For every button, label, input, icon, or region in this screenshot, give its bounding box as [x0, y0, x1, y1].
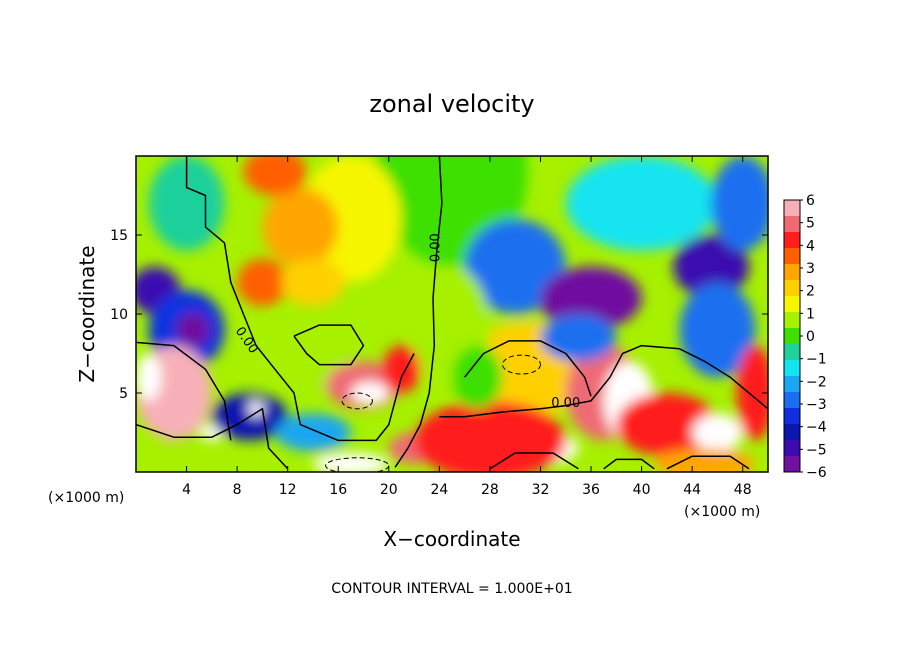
colorbar-swatch: [784, 280, 800, 297]
contour-line: [136, 408, 289, 470]
x-tick-label: 16: [329, 482, 347, 498]
field-cell: [176, 312, 210, 348]
contour-line: [666, 455, 750, 470]
colorbar-tick-label: −1: [806, 352, 827, 368]
colorbar-tick-label: −5: [806, 442, 827, 458]
contour-line-negative: [502, 354, 541, 375]
colorbar-tick-label: −3: [806, 397, 827, 413]
contour-line: [185, 156, 415, 442]
y-tick-label: 5: [119, 386, 128, 402]
colorbar-swatch: [784, 232, 800, 249]
colorbar-swatch: [784, 360, 800, 377]
x-tick-label: 40: [633, 482, 651, 498]
x-unit-label-left: (×1000 m): [48, 490, 124, 506]
field-cell: [654, 448, 756, 472]
chart-title: zonal velocity: [369, 90, 534, 118]
field-cell: [262, 187, 339, 267]
contour-line: [489, 452, 579, 470]
x-axis-title: X−coordinate: [383, 527, 520, 551]
x-unit-label-right: (×1000 m): [684, 504, 760, 520]
contour-label: 0.00: [428, 233, 443, 262]
x-tick-label: 44: [683, 482, 701, 498]
y-tick-label: 10: [110, 307, 128, 323]
colorbar-tick-label: 1: [806, 306, 815, 322]
colorbar-tick-label: −4: [806, 420, 827, 436]
x-tick-label: 36: [582, 482, 600, 498]
colorbar: 6 5 4 3 2 1 0 −1 −2 −3 −4 −5 −6: [783, 193, 827, 481]
colorbar-swatch: [784, 200, 800, 217]
colorbar-swatch: [784, 328, 800, 345]
x-tick-label: 24: [430, 482, 448, 498]
colorbar-swatch: [784, 312, 800, 329]
colorbar-swatch: [784, 264, 800, 281]
field-cell: [679, 282, 756, 378]
x-tick-label: 8: [233, 482, 242, 498]
x-tick-label: 28: [481, 482, 499, 498]
contour-line: [464, 340, 592, 397]
colorbar-tick-label: 4: [806, 238, 815, 254]
colorbar-swatch: [784, 424, 800, 441]
field-cell: [452, 345, 503, 409]
field-cell: [540, 314, 617, 362]
contour-line: [136, 341, 232, 441]
field-cell: [414, 400, 566, 472]
field-cell: [312, 453, 389, 472]
colorbar-tick-label: 2: [806, 284, 815, 300]
colorbar-tick-label: −2: [806, 374, 827, 390]
contour-line: [603, 458, 655, 470]
field-cell: [464, 219, 566, 314]
field-cell: [237, 258, 288, 307]
field-cell: [711, 156, 768, 251]
colorbar-swatch: [784, 392, 800, 409]
field-cell: [275, 413, 351, 452]
x-tick-label: 32: [532, 482, 550, 498]
contour-line: [394, 156, 443, 468]
contour-lines: [136, 156, 768, 472]
field-cell: [281, 258, 345, 307]
field-cell: [382, 345, 421, 393]
colorbar-swatch: [784, 408, 800, 425]
colorbar-swatch: [784, 216, 800, 233]
y-axis-ticks: 5 10 15: [110, 228, 768, 402]
colorbar-swatch: [784, 344, 800, 361]
x-tick-label: 20: [380, 482, 398, 498]
field-cell: [136, 353, 162, 401]
contour-line: [293, 324, 365, 366]
field-cell: [736, 345, 768, 441]
colorbar-swatch: [784, 376, 800, 393]
colorbar-swatch: [784, 248, 800, 265]
x-tick-label: 4: [182, 482, 191, 498]
contour-line-negative: [341, 392, 373, 410]
contour-line: [439, 344, 768, 418]
colorbar-swatch: [784, 296, 800, 313]
field-cell: [616, 393, 718, 457]
colorbar-tick-label: 5: [806, 216, 815, 232]
field-cell: [350, 381, 389, 405]
field-cell: [673, 235, 750, 299]
plot-area: [136, 156, 768, 472]
field-cell: [565, 156, 718, 251]
colorbar-tick-label: 6: [806, 193, 815, 209]
velocity-field: [136, 156, 768, 472]
y-tick-label: 15: [110, 228, 128, 244]
contour-line-negative: [325, 457, 390, 472]
x-tick-label: 48: [734, 482, 752, 498]
x-tick-label: 12: [279, 482, 297, 498]
colorbar-tick-label: 0: [806, 329, 815, 345]
contour-label: 0.00: [551, 396, 580, 411]
colorbar-tick-label: 3: [806, 261, 815, 277]
field-cell: [243, 156, 307, 196]
x-axis-ticks: 4 8 12 16 20 24 28 32 36 40 44 48: [182, 156, 752, 498]
contour-interval-note: CONTOUR INTERVAL = 1.000E+01: [331, 581, 572, 597]
colorbar-swatch: [784, 456, 800, 473]
colorbar-tick-label: −6: [806, 465, 827, 481]
colorbar-swatch: [784, 440, 800, 457]
field-cell: [248, 400, 264, 417]
y-axis-title: Z−coordinate: [75, 245, 99, 382]
field-cell: [692, 413, 743, 452]
